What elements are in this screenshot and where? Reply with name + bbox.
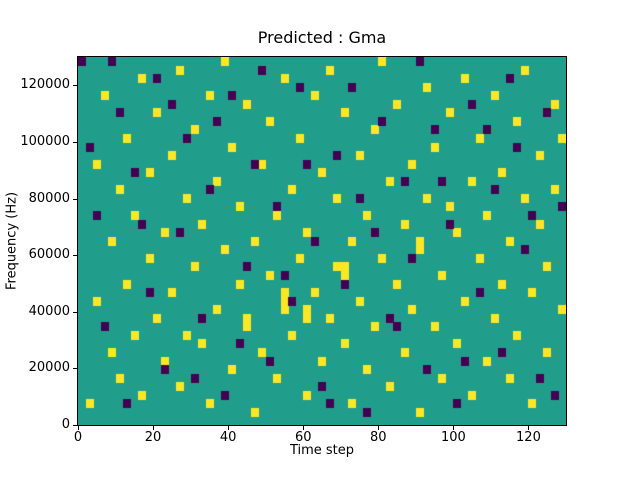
- x-tick-mark: [228, 426, 230, 430]
- x-tick-mark: [453, 426, 455, 430]
- y-tick-label: 100000: [20, 133, 70, 149]
- y-tick-label: 40000: [28, 303, 70, 319]
- y-tick-mark: [73, 198, 77, 200]
- y-tick-mark: [73, 425, 77, 426]
- y-tick-mark: [73, 255, 77, 257]
- plot-area: [77, 56, 567, 426]
- y-tick-mark: [73, 85, 77, 87]
- y-tick-mark: [73, 311, 77, 313]
- x-tick-label: 40: [219, 430, 237, 445]
- x-tick-label: 0: [73, 430, 83, 445]
- heatmap-canvas: [78, 57, 566, 425]
- x-tick-mark: [303, 426, 305, 430]
- x-tick-label: 20: [144, 430, 162, 445]
- x-tick-label: 60: [294, 430, 312, 445]
- x-tick-label: 100: [440, 430, 466, 445]
- y-tick-label: 20000: [28, 360, 70, 376]
- x-tick-label: 80: [370, 430, 387, 445]
- y-axis-label: Frequency (Hz): [4, 191, 20, 291]
- x-tick-mark: [153, 426, 155, 430]
- y-tick-mark: [73, 368, 77, 370]
- x-axis-label: Time step: [289, 443, 355, 458]
- y-tick-label: 0: [61, 417, 70, 432]
- x-tick-label: 120: [516, 430, 541, 445]
- x-tick-mark: [528, 426, 530, 430]
- y-tick-label: 60000: [28, 247, 70, 263]
- x-tick-mark: [78, 426, 79, 430]
- x-tick-mark: [378, 426, 380, 430]
- y-tick-label: 80000: [28, 190, 70, 206]
- y-tick-label: 120000: [20, 77, 70, 93]
- chart-title: Predicted : Gma: [257, 28, 387, 47]
- y-tick-mark: [73, 141, 77, 143]
